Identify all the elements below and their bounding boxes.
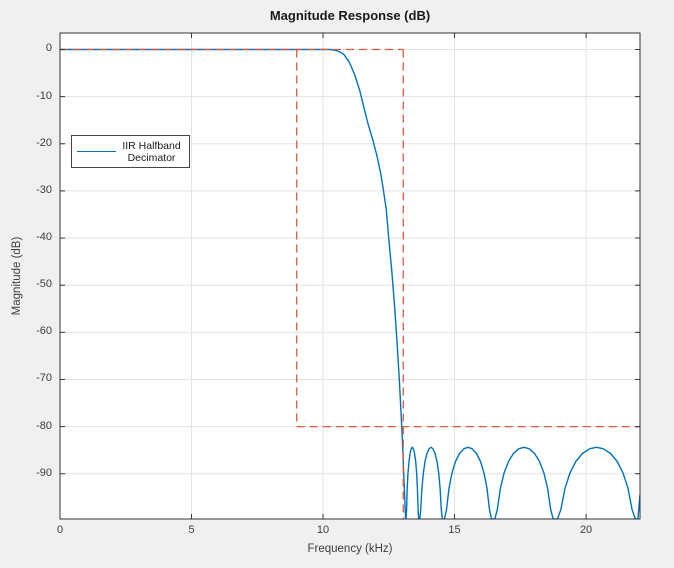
y-tick-label: -20 xyxy=(36,136,52,149)
y-axis-label: Magnitude (dB) xyxy=(11,236,23,316)
legend-entry-line2: Decimator xyxy=(127,151,176,164)
plot-area xyxy=(60,33,640,519)
y-tick-label: -70 xyxy=(36,372,52,385)
x-tick-label: 0 xyxy=(56,524,64,536)
x-tick-label: 10 xyxy=(316,524,330,536)
legend[interactable]: IIR Halfband Decimator xyxy=(71,135,190,168)
legend-entry-line1: IIR Halfband xyxy=(122,139,181,152)
x-axis-label: Frequency (kHz) xyxy=(307,543,393,555)
plot-title: Magnitude Response (dB) xyxy=(269,8,431,23)
y-tick-label: -60 xyxy=(36,325,52,338)
y-tick-label: -30 xyxy=(36,183,52,196)
response-curve xyxy=(60,48,640,519)
legend-line-sample xyxy=(77,151,116,152)
y-tick-label: 0 xyxy=(45,42,52,55)
x-tick-label: 15 xyxy=(448,524,461,536)
y-tick-label: -80 xyxy=(36,419,52,432)
y-tick-label: -90 xyxy=(36,466,52,479)
y-tick-label: -40 xyxy=(36,231,52,244)
legend-entry-label: IIR Halfband Decimator xyxy=(116,140,189,164)
y-tick-label: -50 xyxy=(36,278,52,291)
y-tick-label: -10 xyxy=(36,89,52,102)
x-tick-label: 20 xyxy=(579,524,593,536)
axes-box xyxy=(59,32,641,520)
x-tick-label: 5 xyxy=(188,524,195,536)
